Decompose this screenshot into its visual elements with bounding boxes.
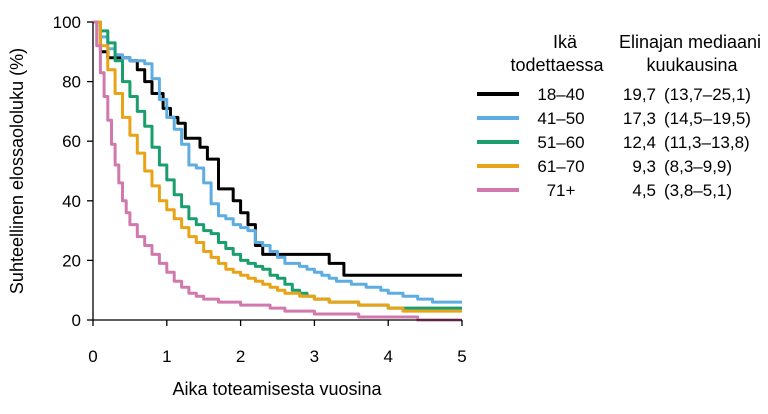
legend-label-4: 71+ xyxy=(547,181,576,200)
x-tick-label: 2 xyxy=(236,347,245,366)
x-tick-label: 1 xyxy=(162,347,171,366)
legend-label-2: 51–60 xyxy=(537,133,584,152)
y-tick-label: 100 xyxy=(53,13,81,32)
legend-median-4: 4,5 xyxy=(632,181,656,200)
x-tick-label: 4 xyxy=(383,347,392,366)
legend-header-median-line2: kuukausina xyxy=(646,55,738,75)
series-line-3 xyxy=(93,20,462,313)
series-line-0 xyxy=(93,20,462,277)
x-ticks: 0 1 2 3 4 5 xyxy=(88,320,467,366)
series-line-4 xyxy=(93,20,462,322)
legend-header-median-line1: Elinajan mediaani xyxy=(619,32,761,52)
y-axis-title: Suhteellinen elossaololuku (%) xyxy=(7,48,27,294)
x-axis-title: Aika toteamisesta vuosina xyxy=(172,379,382,399)
x-tick-label: 5 xyxy=(457,347,466,366)
y-ticks: 0 20 40 60 80 100 xyxy=(53,13,93,330)
plot-area xyxy=(93,20,462,322)
axes xyxy=(92,22,462,321)
series-line-1 xyxy=(93,20,462,304)
legend-median-0: 19,7 xyxy=(623,85,656,104)
legend-ci-0: (13,7–25,1) xyxy=(664,85,751,104)
y-tick-label: 80 xyxy=(62,73,81,92)
legend-median-1: 17,3 xyxy=(623,109,656,128)
legend-ci-3: (8,3–9,9) xyxy=(664,157,732,176)
legend-ci-2: (11,3–13,8) xyxy=(664,133,750,152)
legend-label-0: 18–40 xyxy=(537,85,584,104)
legend-ci-4: (3,8–5,1) xyxy=(664,181,732,200)
legend-label-3: 61–70 xyxy=(537,157,584,176)
y-tick-label: 20 xyxy=(62,251,81,270)
x-tick-label: 3 xyxy=(310,347,319,366)
legend-median-3: 9,3 xyxy=(632,157,656,176)
y-tick-label: 60 xyxy=(62,132,81,151)
y-tick-label: 0 xyxy=(72,311,81,330)
x-tick-label: 0 xyxy=(88,347,97,366)
legend-header-group-line2: todettaessa xyxy=(510,55,604,75)
legend-ci-1: (14,5–19,5) xyxy=(664,109,751,128)
y-tick-label: 40 xyxy=(62,192,81,211)
legend-header-group-line1: Ikä xyxy=(553,32,578,52)
legend: Ikä todettaessa Elinajan mediaani kuukau… xyxy=(477,32,761,200)
legend-label-1: 41–50 xyxy=(537,109,584,128)
legend-entries: 18–40 19,7 (13,7–25,1) 41–50 17,3 (14,5–19,5)… xyxy=(477,85,751,200)
legend-median-2: 12,4 xyxy=(623,133,656,152)
